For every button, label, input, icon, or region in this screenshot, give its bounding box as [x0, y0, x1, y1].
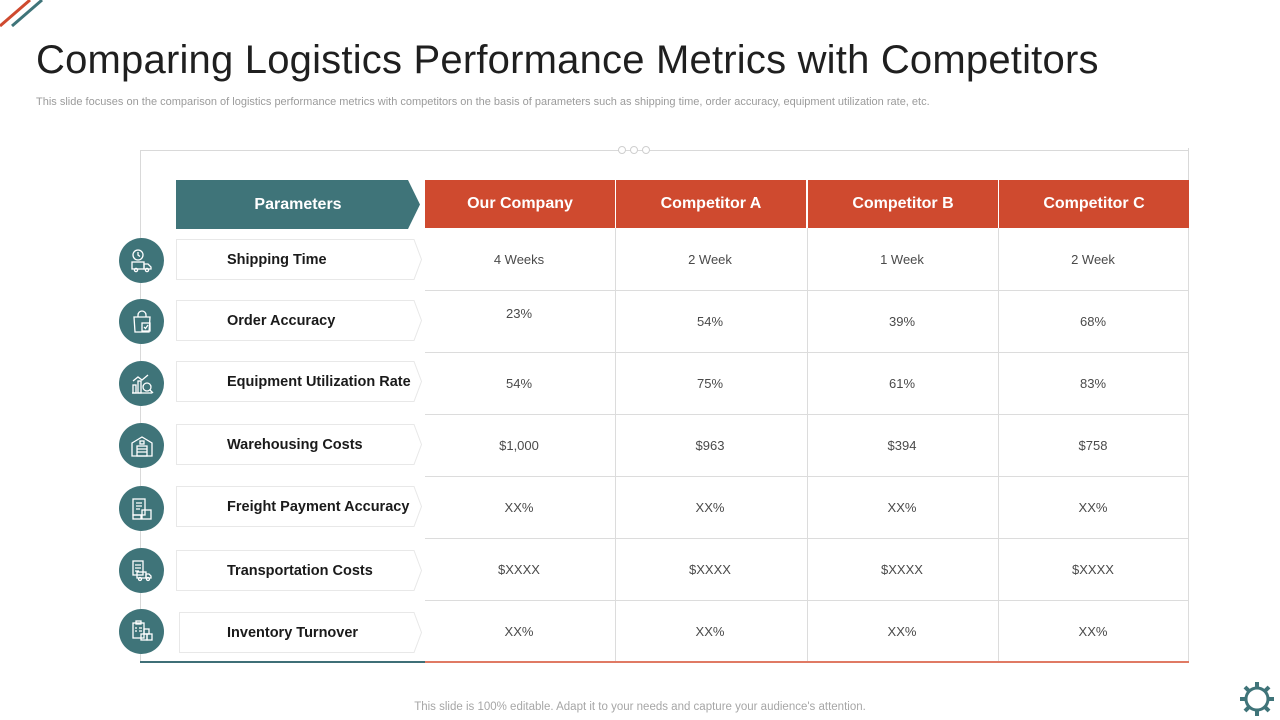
- table-cell: XX%: [1078, 500, 1108, 515]
- chart-magnifier-icon: [119, 361, 164, 406]
- table-cell: XX%: [887, 500, 917, 515]
- page-subtitle: This slide focuses on the comparison of …: [36, 96, 930, 108]
- row-label-transportation-costs: Transportation Costs: [176, 550, 422, 591]
- row-label-text: Transportation Costs: [227, 562, 373, 579]
- truck-document-icon: [119, 548, 164, 593]
- row-label-freight-payment-accuracy: Freight Payment Accuracy: [176, 486, 422, 527]
- shopping-bag-check-icon: [119, 299, 164, 344]
- delivery-truck-clock-icon: [119, 238, 164, 283]
- row-label-shipping-time: Shipping Time: [176, 239, 422, 280]
- table-cell: $XXXX: [689, 562, 731, 577]
- clipboard-boxes-icon: [119, 609, 164, 654]
- table-cell: $XXXX: [498, 562, 540, 577]
- table-cell: 83%: [1079, 376, 1107, 391]
- row-label-order-accuracy: Order Accuracy: [176, 300, 422, 341]
- row-label-equipment-utilization-rate: Equipment Utilization Rate: [176, 361, 422, 402]
- gear-icon: [1240, 682, 1274, 716]
- table-cell: 4 Weeks: [493, 252, 545, 267]
- frame-top-line: [140, 150, 1189, 151]
- table-cell: $XXXX: [1072, 562, 1114, 577]
- warehouse-icon: [119, 423, 164, 468]
- table-cell: 23%: [505, 306, 533, 321]
- column-header-competitor-b: Competitor B: [808, 180, 998, 228]
- row-label-text: Shipping Time: [227, 251, 327, 268]
- table-cell: XX%: [695, 624, 725, 639]
- table-cell: $XXXX: [881, 562, 923, 577]
- table-cell: XX%: [1078, 624, 1108, 639]
- row-label-text: Order Accuracy: [227, 312, 336, 329]
- table-cell: 2 Week: [1071, 252, 1115, 267]
- column-header-competitor-a: Competitor A: [616, 180, 806, 228]
- row-label-text: Equipment Utilization Rate: [227, 373, 411, 390]
- row-label-text: Freight Payment Accuracy: [227, 498, 410, 515]
- table-cell: 39%: [888, 314, 916, 329]
- table-cell: $963: [695, 438, 725, 453]
- table-cell: $394: [887, 438, 917, 453]
- table-cell: XX%: [504, 624, 534, 639]
- column-header-our-company: Our Company: [425, 180, 615, 228]
- freight-boxes-icon: [119, 486, 164, 531]
- table-cell: 54%: [505, 376, 533, 391]
- table-cell: 2 Week: [688, 252, 732, 267]
- table-cell: 75%: [696, 376, 724, 391]
- corner-stripes-decoration: [0, 0, 43, 28]
- table-cell: $1,000: [499, 438, 539, 453]
- grid-line: [807, 228, 808, 662]
- table-cell: XX%: [504, 500, 534, 515]
- table-cell: 61%: [888, 376, 916, 391]
- table-cell: 54%: [696, 314, 724, 329]
- page-title: Comparing Logistics Performance Metrics …: [36, 38, 1099, 82]
- table-bottom-line: [425, 661, 1189, 663]
- frame-dots-decoration: [618, 146, 650, 154]
- row-label-text: Warehousing Costs: [227, 436, 363, 453]
- table-cell: 1 Week: [880, 252, 924, 267]
- row-label-inventory-turnover: Inventory Turnover: [176, 612, 422, 653]
- column-header-competitor-c: Competitor C: [999, 180, 1189, 228]
- table-cell: 68%: [1079, 314, 1107, 329]
- footer-note: This slide is 100% editable. Adapt it to…: [414, 701, 866, 713]
- grid-line: [1188, 228, 1189, 662]
- table-cell: $758: [1078, 438, 1108, 453]
- table-cell: XX%: [887, 624, 917, 639]
- table-cell: XX%: [695, 500, 725, 515]
- grid-line: [998, 228, 999, 662]
- frame-bottom-line: [140, 661, 425, 663]
- row-label-text: Inventory Turnover: [227, 624, 359, 641]
- grid-line: [615, 228, 616, 662]
- row-label-warehousing-costs: Warehousing Costs: [176, 424, 422, 465]
- parameters-header: Parameters: [176, 180, 420, 229]
- frame-right-line: [1188, 148, 1189, 180]
- frame-left-line: [140, 150, 141, 662]
